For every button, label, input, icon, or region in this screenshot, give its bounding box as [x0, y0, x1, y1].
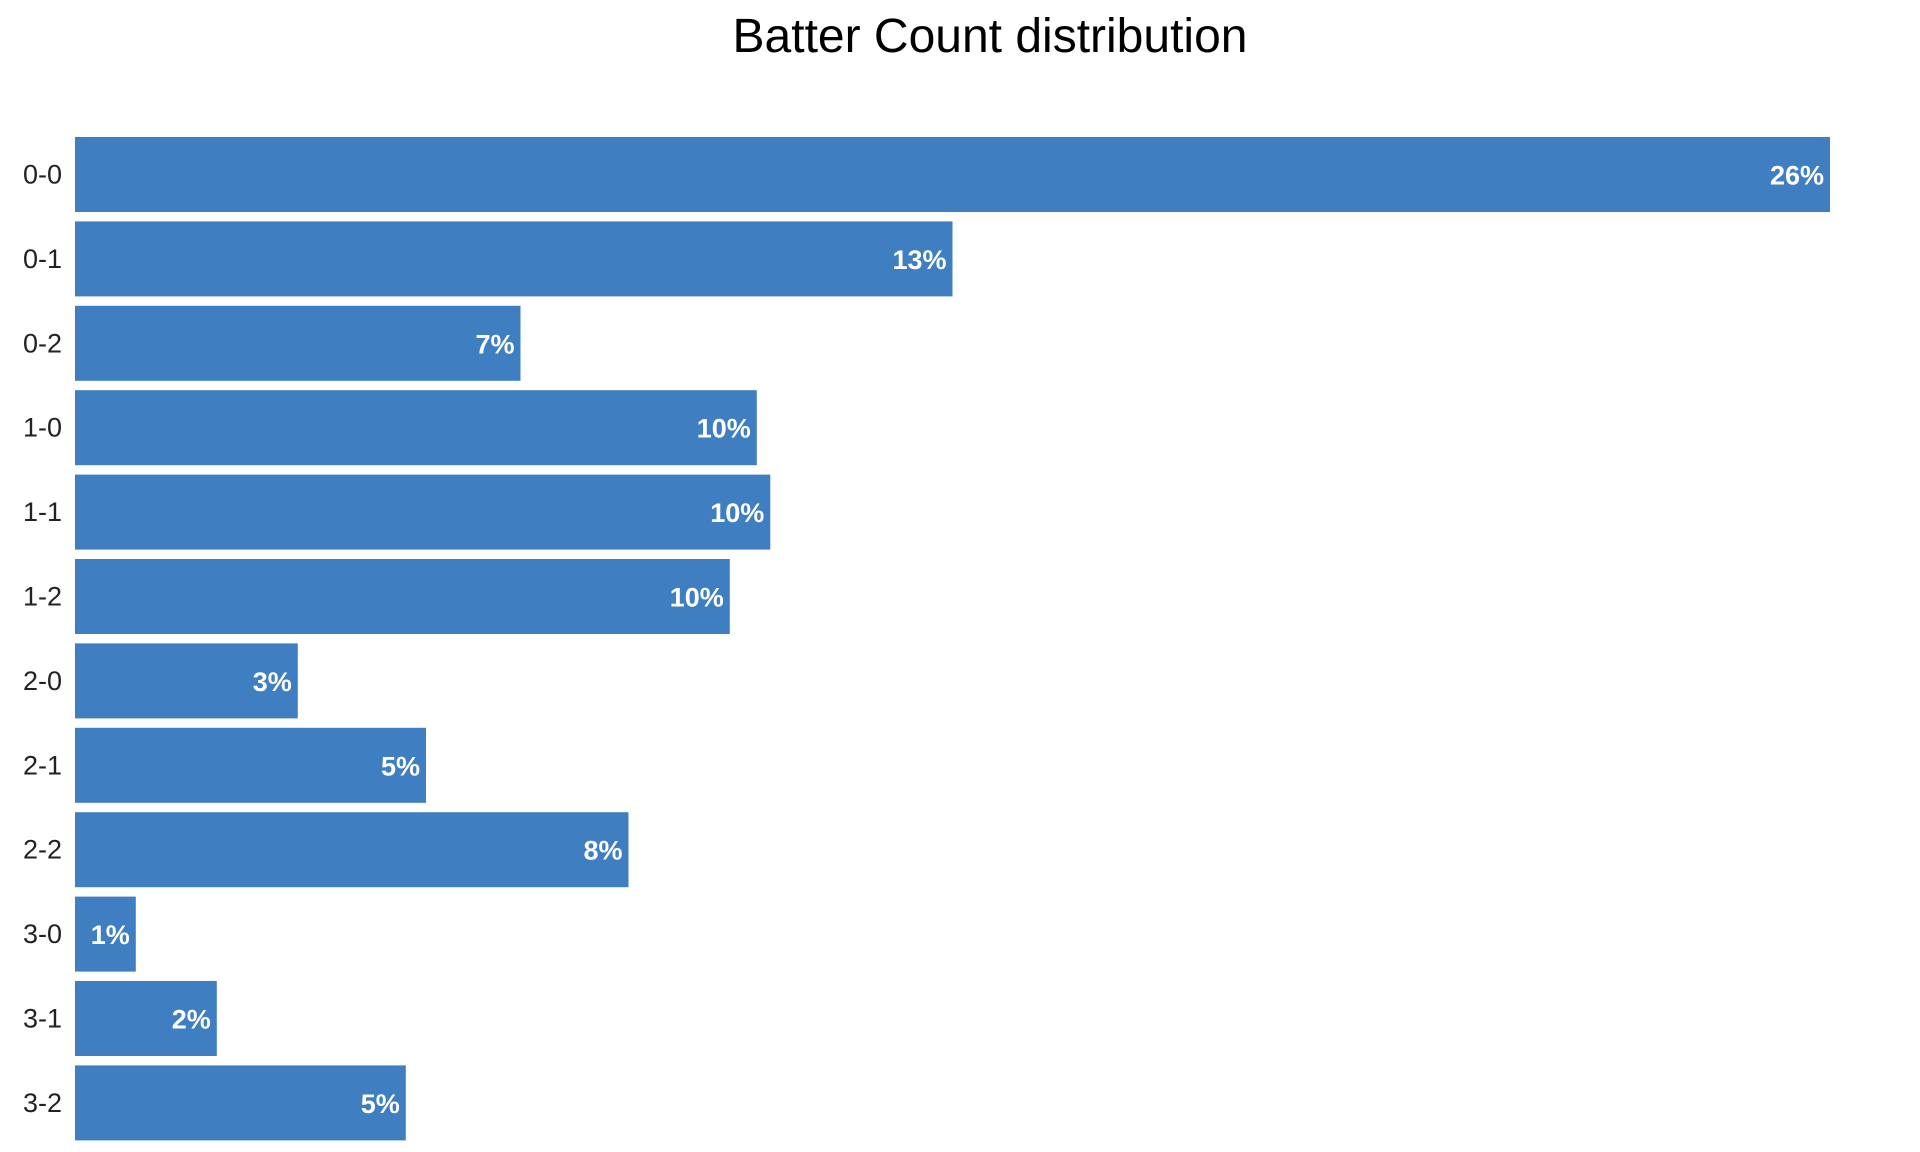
bar-1-0 — [75, 390, 757, 466]
bar-value-label: 3% — [253, 667, 292, 697]
bar-value-label: 10% — [670, 583, 724, 613]
y-axis-tick-labels: 0-0 0-1 0-2 1-0 1-1 1-2 2-0 2-1 2-2 3-0 3-1 3-2 — [23, 160, 62, 1118]
bar-value-label: 5% — [381, 751, 420, 781]
y-tick-label: 3-2 — [23, 1088, 62, 1118]
bar-value-label: 5% — [361, 1089, 400, 1119]
bar-2-0 — [75, 643, 298, 719]
bar-value-label: 26% — [1770, 161, 1824, 191]
y-tick-label: 0-1 — [23, 244, 62, 274]
bar-value-label: 8% — [583, 836, 622, 866]
bar-value-label: 7% — [475, 329, 514, 359]
bar-value-label: 1% — [91, 920, 130, 950]
bar-value-label: 13% — [892, 245, 946, 275]
y-tick-label: 1-0 — [23, 413, 62, 443]
bar-value-label: 2% — [172, 1005, 211, 1035]
y-tick-label: 3-1 — [23, 1004, 62, 1034]
y-tick-label: 1-2 — [23, 582, 62, 612]
bar-3-2 — [75, 1065, 406, 1141]
bars-group — [75, 137, 1830, 1141]
y-tick-label: 2-2 — [23, 835, 62, 865]
bar-1-2 — [75, 559, 730, 634]
y-tick-label: 3-0 — [23, 919, 62, 949]
bar-3-1 — [75, 981, 217, 1056]
y-tick-label: 2-1 — [23, 750, 62, 780]
y-tick-label: 0-2 — [23, 328, 62, 358]
y-tick-label: 1-1 — [23, 497, 62, 527]
chart-title: Batter Count distribution — [733, 10, 1248, 63]
bar-value-label: 10% — [710, 498, 764, 528]
bar-1-1 — [75, 474, 771, 550]
bar-0-1 — [75, 221, 953, 297]
bar-0-2 — [75, 305, 521, 381]
bar-2-1 — [75, 727, 426, 803]
bar-value-labels: 26% 13% 7% 10% 10% 10% 3% 5% 8% 1% 2% 5% — [91, 161, 1824, 1119]
y-tick-label: 0-0 — [23, 160, 62, 190]
bar-value-label: 10% — [697, 414, 751, 444]
bar-0-0 — [75, 137, 1830, 212]
bar-2-2 — [75, 812, 629, 888]
y-tick-label: 2-0 — [23, 666, 62, 696]
bar-3-0 — [75, 896, 136, 972]
